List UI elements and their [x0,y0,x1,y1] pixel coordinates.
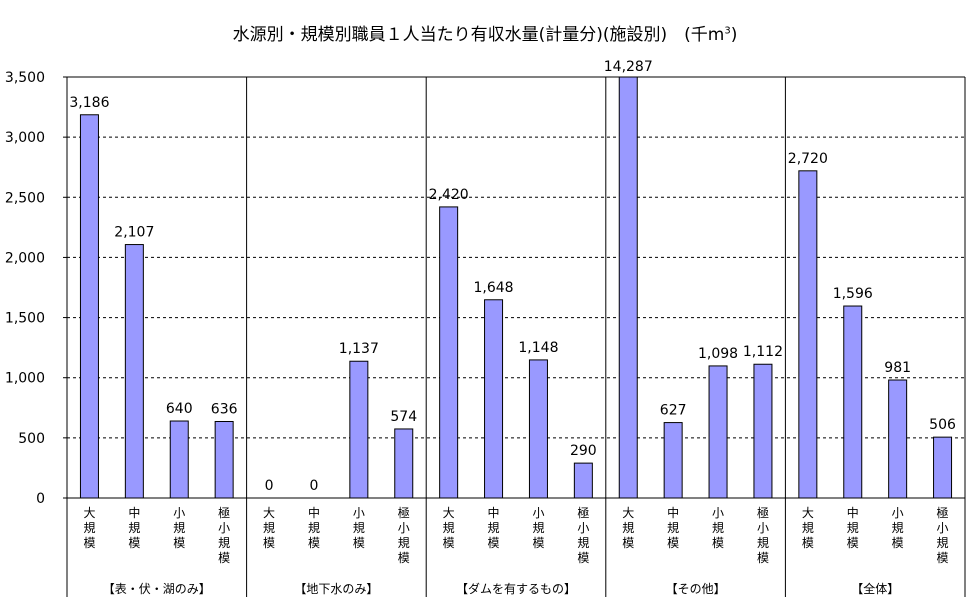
data-label: 1,648 [474,280,514,296]
data-label: 1,137 [339,341,379,357]
group-label: 【表・伏・湖のみ】 [103,581,211,596]
data-label: 640 [166,401,193,417]
bar [484,299,504,499]
data-label: 2,107 [114,225,154,241]
data-label: 574 [390,409,417,425]
x-tick-label: 中規模 [488,505,500,550]
data-label: 627 [660,403,687,419]
bar [573,462,593,499]
bar [798,170,818,499]
x-tick-label: 中規模 [128,505,140,550]
data-label: 2,720 [788,151,828,167]
data-label: 1,148 [518,340,558,356]
y-tick-label: 0 [36,491,45,507]
x-tick-label: 極小規模 [218,505,230,565]
group-label: 【全体】 [851,581,899,596]
x-tick-label: 大規模 [443,506,455,550]
group-label: 【その他】 [666,582,726,596]
data-label: 0 [265,478,274,494]
bar [394,428,414,499]
x-tick-label: 大規模 [622,506,634,550]
y-tick-label: 3,500 [5,70,45,86]
data-label: 636 [211,401,238,417]
y-tick-label: 1,500 [5,311,45,327]
bar [618,76,638,499]
x-tick-label: 極小規模 [398,505,410,565]
data-label: 1,596 [833,286,873,302]
y-tick-label: 2,500 [5,190,45,206]
y-tick-label: 500 [18,431,45,447]
bar [349,360,369,499]
y-tick-label: 1,000 [5,371,45,387]
x-tick-label: 小規模 [712,506,724,550]
y-tick-label: 2,000 [5,250,45,266]
group-label: 【地下水のみ】 [294,582,378,596]
x-tick-label: 大規模 [263,506,275,550]
x-tick-label: 小規模 [173,506,185,550]
x-tick-label: 極小規模 [937,505,949,565]
bar [843,305,863,499]
data-label: 290 [570,443,597,459]
bar [888,379,908,499]
data-label: 1,112 [743,344,783,360]
x-tick-label: 極小規模 [577,505,589,565]
bar [753,363,773,499]
data-label: 0 [309,478,318,494]
x-tick-label: 極小規模 [757,505,769,565]
chart-title-superscript: 3 [724,25,731,37]
data-label: 3,186 [69,95,109,111]
x-tick-label: 大規模 [83,506,95,550]
x-tick-label: 中規模 [667,505,679,550]
bar [528,359,548,499]
bar [124,244,144,499]
bar [933,436,953,499]
x-tick-label: 中規模 [308,505,320,550]
data-label: 981 [884,360,911,376]
x-tick-label: 小規模 [532,506,544,550]
data-label: 506 [929,417,956,433]
bar [169,420,189,499]
bar [439,206,459,499]
data-label: 14,287 [604,59,653,75]
chart-title-close: ) [730,25,738,45]
bar [79,114,99,499]
x-tick-label: 小規模 [892,506,904,550]
bar [663,422,683,499]
bar [708,365,728,499]
x-tick-label: 小規模 [353,506,365,550]
y-tick-label: 3,000 [5,130,45,146]
group-label: 【ダムを有するもの】 [456,581,576,596]
chart-title: 水源別・規模別職員１人当たり有収水量(計量分)(施設別) (千m3) [0,20,970,45]
x-tick-label: 大規模 [802,506,814,550]
x-tick-label: 中規模 [847,505,859,550]
bar [214,420,234,499]
chart-title-text: 水源別・規模別職員１人当たり有収水量(計量分)(施設別) (千m [232,25,725,45]
data-label: 1,098 [698,346,738,362]
data-label: 2,420 [429,187,469,203]
